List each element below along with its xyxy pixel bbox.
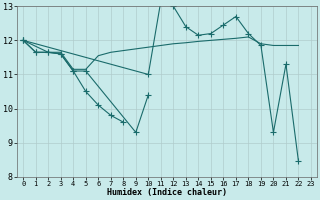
X-axis label: Humidex (Indice chaleur): Humidex (Indice chaleur) (107, 188, 227, 197)
